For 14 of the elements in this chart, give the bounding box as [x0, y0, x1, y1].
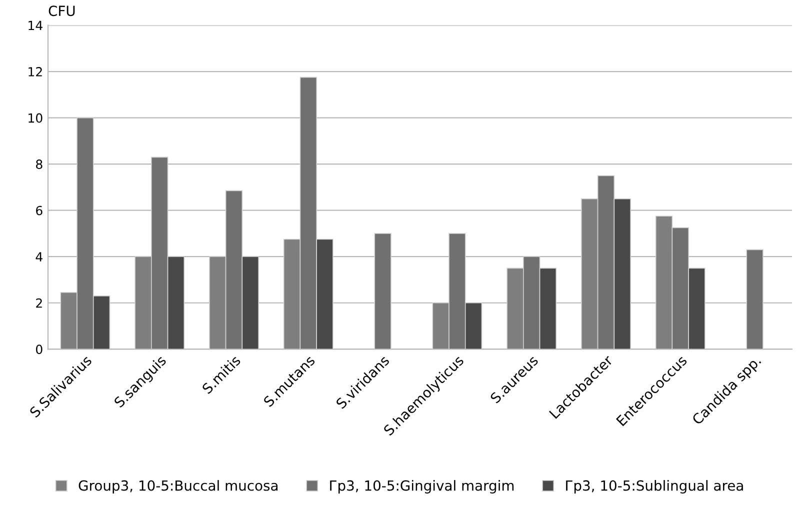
y-tick-label: 8 [36, 160, 42, 170]
y-tick-label: 10 [28, 113, 42, 123]
y-axis-title: CFU [48, 6, 75, 16]
bar [374, 233, 392, 350]
y-tick-label: 0 [36, 344, 42, 354]
bar [746, 249, 764, 350]
y-tick-label: 6 [36, 206, 42, 216]
legend-label: Гр3, 10-5:Sublingual area [566, 480, 743, 494]
y-tick-label: 12 [28, 67, 42, 76]
y-tick-label: 4 [36, 252, 42, 262]
y-tick-label: 2 [36, 298, 42, 308]
legend-label: Гр3, 10-5:Gingival margim [330, 480, 514, 494]
y-tick-label: 14 [28, 20, 42, 30]
legend-label: Group3, 10-5:Buccal mucosa [78, 480, 278, 494]
